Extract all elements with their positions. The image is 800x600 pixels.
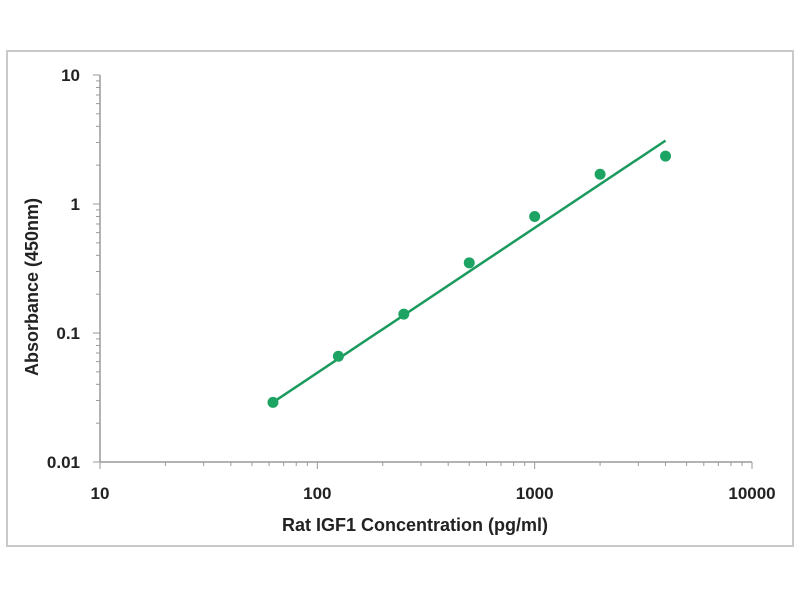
x-tick-label: 10	[91, 484, 110, 503]
y-tick-label: 0.01	[47, 453, 80, 472]
chart-frame	[6, 50, 794, 547]
y-tick-label: 10	[61, 66, 80, 85]
data-point	[660, 150, 672, 162]
data-point	[529, 211, 541, 223]
fit-line	[272, 139, 667, 404]
data-point	[267, 396, 279, 408]
data-point	[398, 308, 410, 320]
data-points	[267, 150, 672, 408]
x-tick-label: 1000	[516, 484, 554, 503]
data-point	[463, 257, 475, 269]
tick-labels: 10 100 1000 10000 0.01 0.1 1 10	[47, 66, 776, 503]
y-tick-label: 1	[71, 195, 80, 214]
y-tick-label: 0.1	[56, 324, 80, 343]
x-tick-label: 10000	[728, 484, 775, 503]
data-point	[594, 168, 606, 180]
fit-line-group	[272, 139, 667, 404]
data-point	[332, 350, 344, 362]
x-axis-title: Rat IGF1 Concentration (pg/ml)	[282, 515, 548, 535]
axes	[93, 74, 753, 469]
y-axis-title: Absorbance (450nm)	[22, 198, 42, 376]
x-tick-label: 100	[303, 484, 331, 503]
